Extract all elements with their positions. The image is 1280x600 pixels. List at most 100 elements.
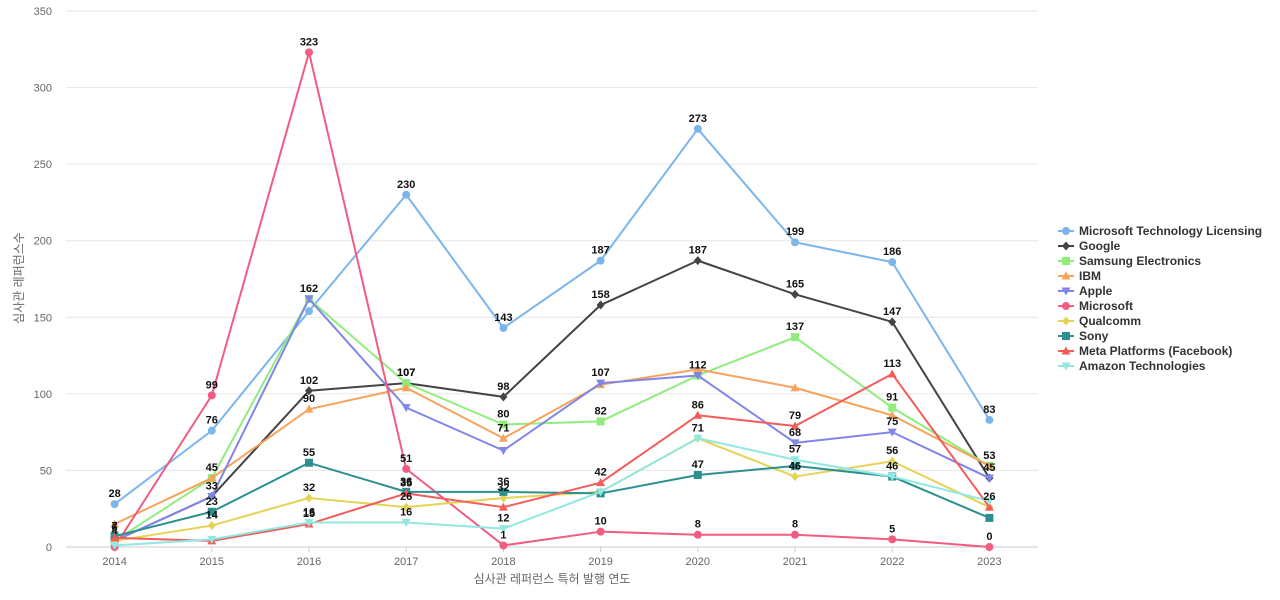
legend-item[interactable]: Microsoft xyxy=(1058,299,1133,313)
data-point[interactable] xyxy=(304,518,314,527)
series-line xyxy=(114,297,990,542)
legend-item[interactable]: Amazon Technologies xyxy=(1058,359,1206,373)
data-label: 165 xyxy=(786,278,804,290)
data-point[interactable] xyxy=(596,256,605,265)
data-point[interactable] xyxy=(207,473,217,482)
data-point[interactable] xyxy=(207,535,217,544)
data-point[interactable] xyxy=(790,456,800,465)
data-point[interactable] xyxy=(207,492,217,501)
data-label: 86 xyxy=(692,399,704,411)
data-point[interactable] xyxy=(984,502,994,511)
data-point[interactable] xyxy=(888,258,897,267)
data-point[interactable] xyxy=(985,543,994,551)
data-label: 76 xyxy=(206,415,218,427)
data-point[interactable] xyxy=(693,410,703,419)
data-point[interactable] xyxy=(693,256,702,266)
data-point[interactable] xyxy=(498,433,508,442)
data-label: 186 xyxy=(883,246,901,258)
data-point[interactable] xyxy=(401,518,411,527)
data-point[interactable] xyxy=(596,527,605,536)
data-point[interactable] xyxy=(304,295,314,304)
data-label: 199 xyxy=(786,226,804,238)
data-point[interactable] xyxy=(402,190,411,199)
data-label: 16 xyxy=(400,506,412,518)
data-point[interactable] xyxy=(985,415,994,424)
series-line xyxy=(114,259,991,542)
data-point[interactable] xyxy=(499,541,508,550)
legend-item[interactable]: Samsung Electronics xyxy=(1058,254,1201,268)
data-point[interactable] xyxy=(305,458,313,467)
legend-item[interactable]: Apple xyxy=(1058,284,1113,298)
legend-item[interactable]: Sony xyxy=(1058,329,1109,343)
data-point[interactable] xyxy=(499,487,508,496)
data-point[interactable] xyxy=(304,404,314,413)
data-point[interactable] xyxy=(693,530,702,539)
data-point[interactable] xyxy=(791,238,799,247)
data-point[interactable] xyxy=(207,426,216,435)
data-point[interactable] xyxy=(888,403,897,412)
data-point[interactable] xyxy=(207,391,216,400)
y-axis-title: 심사관 레퍼런스수 xyxy=(12,232,26,324)
data-point[interactable] xyxy=(791,530,799,539)
data-point[interactable] xyxy=(596,417,605,426)
data-point[interactable] xyxy=(888,456,897,466)
data-point[interactable] xyxy=(596,379,606,388)
y-tick-label: 300 xyxy=(34,83,52,95)
data-point[interactable] xyxy=(498,502,508,511)
data-point[interactable] xyxy=(596,300,605,310)
data-point[interactable] xyxy=(887,369,897,378)
data-point[interactable] xyxy=(402,502,411,512)
data-label: 187 xyxy=(591,245,609,257)
data-point[interactable] xyxy=(110,533,120,542)
data-point[interactable] xyxy=(887,410,897,419)
legend-item[interactable]: Microsoft Technology Licensing xyxy=(1058,224,1262,238)
data-point[interactable] xyxy=(888,317,897,327)
data-point[interactable] xyxy=(110,519,120,528)
legend[interactable]: Microsoft Technology LicensingGoogleSams… xyxy=(1058,224,1262,373)
data-point[interactable] xyxy=(790,421,800,430)
data-point[interactable] xyxy=(791,333,799,342)
data-point[interactable] xyxy=(693,434,703,443)
data-point[interactable] xyxy=(985,513,994,522)
data-point[interactable] xyxy=(402,379,411,388)
data-point[interactable] xyxy=(401,404,411,413)
data-point[interactable] xyxy=(499,324,508,333)
data-point[interactable] xyxy=(790,383,800,392)
data-point[interactable] xyxy=(984,461,994,470)
legend-item[interactable]: Qualcomm xyxy=(1058,314,1141,328)
data-point[interactable] xyxy=(984,474,994,483)
series-line xyxy=(114,297,990,542)
data-point[interactable] xyxy=(305,386,313,396)
data-point[interactable] xyxy=(791,461,799,470)
data-point[interactable] xyxy=(401,488,411,497)
data-point[interactable] xyxy=(498,525,508,534)
data-point[interactable] xyxy=(693,124,702,133)
data-point[interactable] xyxy=(499,420,508,429)
data-point[interactable] xyxy=(402,464,411,473)
legend-item[interactable]: Meta Platforms (Facebook) xyxy=(1058,344,1232,358)
data-point[interactable] xyxy=(791,289,799,299)
legend-item[interactable]: IBM xyxy=(1058,269,1101,283)
data-point[interactable] xyxy=(887,473,897,482)
data-point[interactable] xyxy=(110,541,120,550)
data-point[interactable] xyxy=(305,493,313,503)
data-point[interactable] xyxy=(888,535,897,544)
data-point[interactable] xyxy=(207,507,216,516)
data-point[interactable] xyxy=(499,392,508,402)
data-point[interactable] xyxy=(693,471,702,480)
data-point[interactable] xyxy=(791,472,799,482)
data-point[interactable] xyxy=(207,521,216,531)
data-point[interactable] xyxy=(887,428,897,437)
data-point[interactable] xyxy=(596,478,606,487)
data-point[interactable] xyxy=(305,307,313,316)
data-point[interactable] xyxy=(498,447,508,456)
data-point[interactable] xyxy=(790,439,800,448)
data-point[interactable] xyxy=(596,488,606,497)
data-point[interactable] xyxy=(305,48,313,57)
data-point[interactable] xyxy=(693,364,703,373)
legend-item[interactable]: Google xyxy=(1058,239,1121,253)
data-point[interactable] xyxy=(984,497,994,506)
data-point[interactable] xyxy=(110,500,119,509)
data-point[interactable] xyxy=(693,371,703,380)
data-point[interactable] xyxy=(401,383,411,392)
